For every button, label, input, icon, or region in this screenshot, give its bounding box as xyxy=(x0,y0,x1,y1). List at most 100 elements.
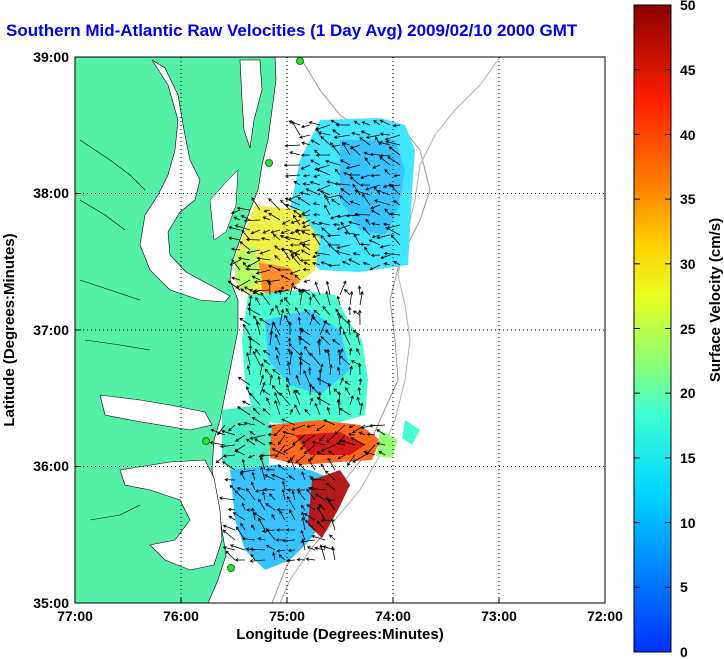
velocity-arrow xyxy=(348,347,353,356)
velocity-arrow xyxy=(301,230,311,236)
velocity-arrow xyxy=(245,267,261,271)
velocity-arrow xyxy=(302,173,311,178)
velocity-arrow xyxy=(275,304,281,316)
velocity-arrow xyxy=(254,348,261,356)
velocity-arrow xyxy=(296,557,306,562)
velocity-arrow xyxy=(279,392,291,406)
velocity-arrow xyxy=(316,520,326,531)
velocity-arrow xyxy=(227,507,236,512)
velocity-arrow xyxy=(315,424,326,432)
velocity-arrow xyxy=(372,164,381,169)
velocity-arrow xyxy=(228,515,236,521)
velocity-arrow xyxy=(358,377,363,386)
velocity-arrow xyxy=(259,381,266,396)
velocity-arrow xyxy=(299,134,311,139)
x-tick-labels: 77:00 76:00 75:00 74:00 73:00 72:00 xyxy=(57,608,623,624)
velocity-arrow xyxy=(358,309,362,326)
velocity-arrow xyxy=(271,513,276,521)
velocity-arrow xyxy=(227,280,241,291)
velocity-arrow xyxy=(330,214,341,220)
velocity-arrow xyxy=(337,348,341,366)
radar-site-marker xyxy=(265,159,273,167)
velocity-arrow xyxy=(314,493,326,501)
velocity-arrow xyxy=(354,212,371,217)
velocity-arrow xyxy=(376,442,386,446)
velocity-arrow xyxy=(299,258,311,263)
x-tick-label: 76:00 xyxy=(163,608,199,624)
velocity-arrow xyxy=(222,546,236,551)
velocity-arrow xyxy=(272,321,281,336)
velocity-arrow xyxy=(234,490,246,501)
velocity-arrow xyxy=(294,307,301,316)
velocity-arrow xyxy=(332,222,341,227)
velocity-arrow xyxy=(266,397,271,406)
grid-lines xyxy=(75,57,605,603)
velocity-arrow xyxy=(359,242,371,247)
velocity-arrow xyxy=(224,477,236,482)
velocity-arrow xyxy=(274,333,281,346)
velocity-arrow xyxy=(318,504,326,511)
velocity-arrow xyxy=(304,519,316,531)
velocity-arrow xyxy=(324,194,331,206)
colorbar-label: Surface Velocity (cm/s) xyxy=(707,218,724,382)
velocity-arrow xyxy=(389,212,401,216)
velocity-arrow xyxy=(306,504,316,511)
velocity-arrow xyxy=(302,267,311,272)
velocity-arrow xyxy=(306,424,316,429)
velocity-arrow xyxy=(365,444,376,456)
velocity-arrow xyxy=(230,209,241,215)
velocity-arrow xyxy=(335,441,346,446)
velocity-arrow xyxy=(249,294,253,306)
velocity-arrow xyxy=(385,227,401,236)
velocity-arrow xyxy=(250,524,256,531)
velocity-arrow xyxy=(259,318,271,326)
velocity-arrow xyxy=(343,231,361,236)
y-tick-label: 39:00 xyxy=(33,49,69,65)
velocity-arrow xyxy=(352,454,366,463)
velocity-arrow xyxy=(336,244,351,250)
velocity-arrow xyxy=(221,429,236,436)
velocity-arrow xyxy=(309,180,321,186)
velocity-arrow xyxy=(294,404,301,416)
velocity-arrow xyxy=(246,249,261,254)
velocity-arrow xyxy=(264,368,271,376)
velocity-arrow xyxy=(370,209,381,216)
velocity-arrow xyxy=(294,274,301,281)
velocity-arrow xyxy=(279,308,285,326)
velocity-arrow xyxy=(275,538,286,542)
y-tick-label: 38:00 xyxy=(33,185,69,201)
velocity-arrow xyxy=(316,339,321,356)
velocity-arrow xyxy=(289,456,296,471)
velocity-arrow xyxy=(388,146,401,156)
velocity-arrow xyxy=(288,475,296,481)
velocity-arrow xyxy=(253,279,271,284)
x-tick-label: 77:00 xyxy=(57,608,93,624)
velocity-arrow xyxy=(278,554,286,561)
velocity-arrow xyxy=(284,143,301,148)
velocity-arrow xyxy=(231,276,241,281)
velocity-arrow xyxy=(371,234,381,239)
velocity-arrow xyxy=(340,188,351,196)
velocity-arrow xyxy=(364,246,371,256)
velocity-arrow xyxy=(299,327,311,336)
velocity-arrow xyxy=(229,259,241,266)
velocity-arrow xyxy=(316,184,331,192)
velocity-arrow xyxy=(264,474,276,481)
velocity-arrow xyxy=(350,360,361,366)
velocity-arrow xyxy=(245,237,261,242)
velocity-arrow xyxy=(348,220,361,226)
velocity-arrow xyxy=(277,375,281,386)
velocity-arrow xyxy=(297,214,311,218)
velocity-arrow xyxy=(232,512,246,521)
velocity-arrow xyxy=(247,454,256,459)
colorbar-ticks xyxy=(634,4,671,653)
velocity-arrow xyxy=(248,289,261,296)
velocity-arrow xyxy=(262,408,271,416)
velocity-arrow xyxy=(393,260,401,266)
velocity-arrow xyxy=(234,449,246,456)
velocity-arrow xyxy=(334,424,346,435)
velocity-arrow xyxy=(280,229,291,235)
velocity-arrow xyxy=(369,264,381,271)
velocity-arrow xyxy=(279,298,283,306)
velocity-arrow xyxy=(287,348,292,356)
